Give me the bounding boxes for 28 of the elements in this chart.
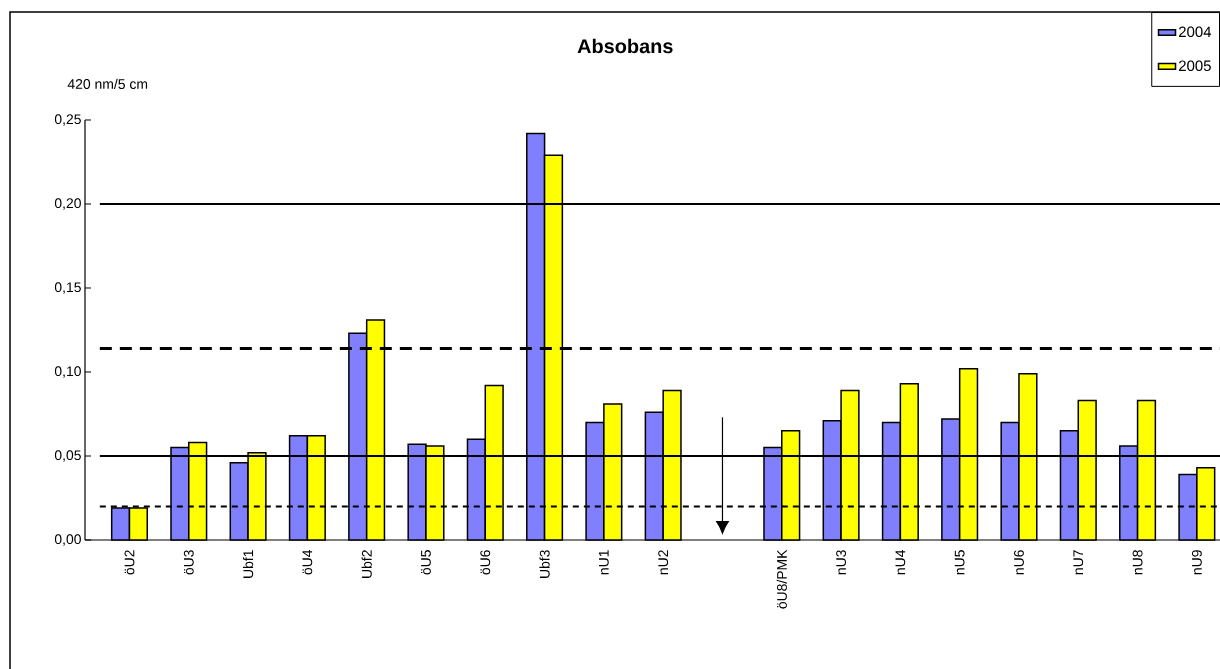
x-tick-label: nU4	[895, 549, 906, 575]
y-tick-label: 0,10	[54, 366, 81, 378]
x-tick-label: Ubf2	[361, 550, 372, 578]
y-tick-label: 0,20	[54, 198, 81, 210]
x-tick-label: nU1	[599, 550, 609, 575]
x-tick-label: öU2	[124, 550, 135, 575]
x-tick-label: öU8/PMK	[776, 549, 787, 609]
y-tick-label: 0,05	[54, 450, 81, 462]
x-tick-label: nU6	[1014, 550, 1024, 575]
x-tick-label: nU9	[1191, 550, 1202, 575]
x-tick-label: Ubf3	[539, 550, 550, 578]
chart-title: Absobans	[577, 38, 673, 54]
x-tick-label: nU8	[1132, 550, 1143, 575]
x-tick-label: öU4	[302, 549, 313, 575]
x-tick-label: Ubf1	[242, 550, 254, 578]
x-tick-label: öU6	[480, 550, 491, 575]
y-tick-label: 0,25	[54, 114, 81, 126]
x-tick-label: nU3	[836, 550, 847, 575]
legend-label: 2004	[1179, 26, 1212, 38]
legend-label: 2005	[1179, 60, 1211, 72]
x-tick-label: nU5	[954, 550, 965, 575]
y-axis-title: 420 nm/5 cm	[67, 78, 148, 89]
x-tick-label: öU5	[421, 550, 431, 575]
x-tick-label: öU3	[183, 550, 194, 575]
y-tick-label: 0,15	[54, 282, 81, 294]
x-tick-label: nU7	[1073, 550, 1084, 575]
x-tick-label: nU2	[658, 550, 669, 575]
y-tick-label: 0,00	[54, 534, 81, 546]
